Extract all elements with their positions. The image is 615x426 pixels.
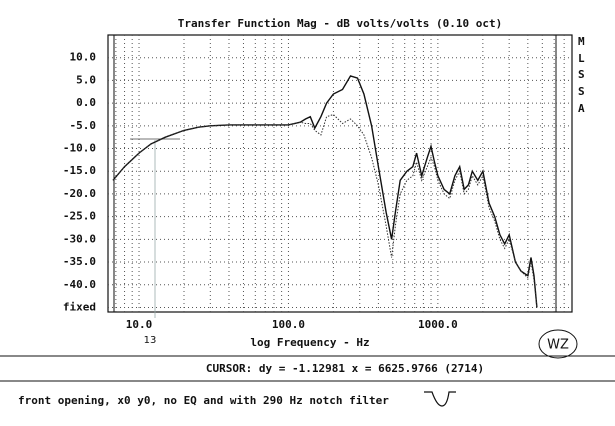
series-line [112, 113, 538, 308]
side-letter: L [578, 52, 585, 65]
x-tick-label: 100.0 [272, 318, 305, 331]
side-letter: A [578, 102, 585, 115]
x-tick-label: 1000.0 [418, 318, 458, 331]
handwritten-note: 13 [144, 335, 157, 346]
plot-frame [107, 34, 573, 313]
y-tick-label: -15.0 [63, 164, 96, 177]
side-letter: S [578, 85, 585, 98]
side-letter: M [578, 35, 585, 48]
caption: front opening, x0 y0, no EQ and with 290… [18, 394, 389, 407]
chart-title: Transfer Function Mag - dB volts/volts (… [178, 17, 503, 30]
notch-symbol [424, 391, 456, 407]
cursor-readout: CURSOR: dy = -1.12981 x = 6625.9766 (271… [206, 362, 484, 375]
side-letter: S [578, 68, 585, 81]
y-tick-label: 10.0 [70, 51, 97, 64]
x-axis-label: log Frequency - Hz [250, 336, 369, 349]
y-tick-label: -25.0 [63, 210, 96, 223]
x-tick-label: 10.0 [126, 318, 153, 331]
y-tick-label: 0.0 [76, 96, 96, 109]
y-tick-label: -30.0 [63, 232, 96, 245]
series-line [112, 75, 538, 308]
y-tick-label: -10.0 [63, 142, 96, 155]
handwritten-circle [538, 329, 578, 359]
y-tick-label: 5.0 [76, 73, 96, 86]
y-tick-label: -40.0 [63, 278, 96, 291]
y-tick-label: -5.0 [70, 119, 97, 132]
y-tick-label: -20.0 [63, 187, 96, 200]
handwritten-note: WZ [547, 338, 569, 353]
y-tick-label: fixed [63, 300, 96, 313]
y-tick-label: -35.0 [63, 255, 96, 268]
